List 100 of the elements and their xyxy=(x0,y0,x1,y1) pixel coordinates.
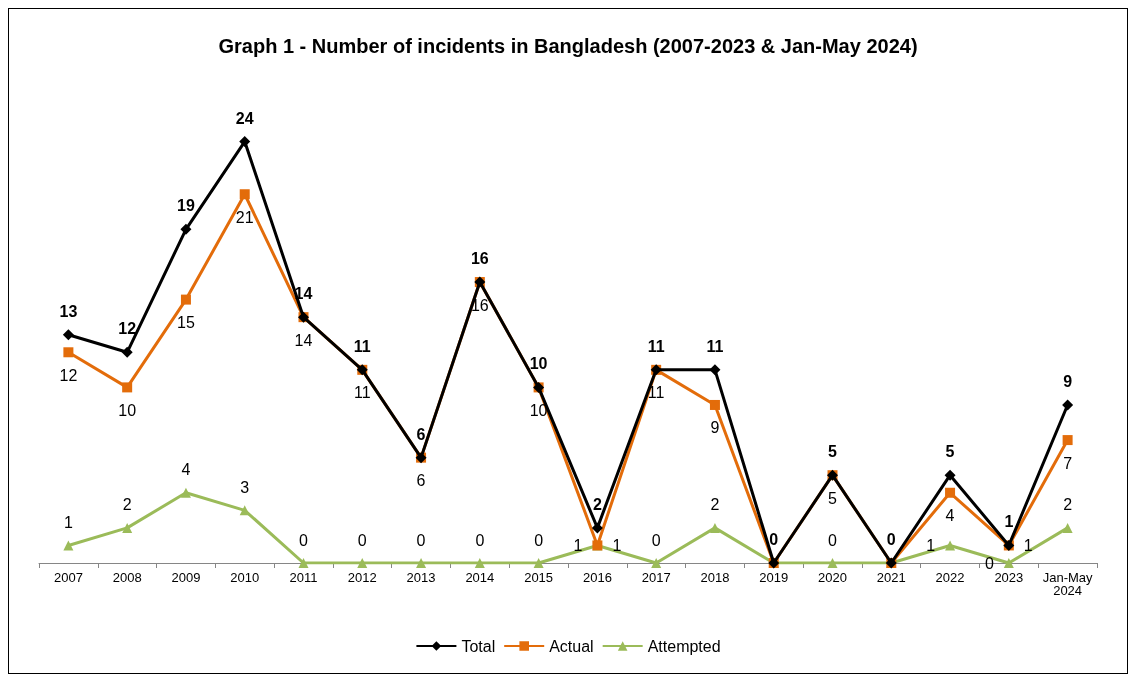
data-label: 1 xyxy=(1023,536,1033,554)
point xyxy=(239,189,250,200)
point xyxy=(298,558,309,568)
data-label: 11 xyxy=(353,337,371,355)
data-label: 11 xyxy=(353,384,371,402)
point xyxy=(122,382,133,393)
point xyxy=(63,347,74,358)
data-label: 0 xyxy=(769,531,779,548)
x-tick-label: 2014 xyxy=(465,570,495,585)
x-tick-label: Jan-May 2024 xyxy=(1042,570,1094,598)
legend-label: Attempted xyxy=(647,637,721,655)
data-label: 2 xyxy=(592,495,602,513)
data-label: 7 xyxy=(1063,454,1073,472)
point xyxy=(180,223,192,235)
data-label: 9 xyxy=(710,419,720,437)
data-label: 13 xyxy=(59,302,78,320)
data-label: 19 xyxy=(177,197,195,215)
data-label: 2 xyxy=(710,496,720,514)
data-label: 10 xyxy=(529,355,548,373)
point xyxy=(945,540,956,551)
data-label: 0 xyxy=(534,531,544,549)
data-label: 5 xyxy=(945,443,955,461)
legend-label: Total xyxy=(461,637,496,655)
point xyxy=(63,540,74,551)
data-label: 12 xyxy=(59,366,78,384)
point xyxy=(239,136,251,148)
x-tick-label: 2016 xyxy=(582,570,612,585)
data-label: 1 xyxy=(612,536,622,554)
data-label: 0 xyxy=(475,531,485,549)
data-label: 4 xyxy=(945,507,955,525)
point xyxy=(827,558,838,568)
point xyxy=(122,522,133,533)
data-label: 21 xyxy=(235,208,254,226)
data-label: 0 xyxy=(299,531,309,549)
point xyxy=(533,558,544,568)
data-label: 16 xyxy=(470,250,489,268)
x-tick-label: 2022 xyxy=(935,570,965,585)
x-tick-label: 2017 xyxy=(641,570,671,585)
data-label: 6 xyxy=(416,472,426,490)
point xyxy=(1062,435,1073,446)
data-label: 0 xyxy=(651,531,661,549)
point xyxy=(1062,522,1073,533)
data-label: 1 xyxy=(63,513,73,531)
data-label: 24 xyxy=(235,109,254,127)
data-label: 0 xyxy=(984,554,994,572)
chart-title: Graph 1 - Number of incidents in Bangladesh (2007-2023 & Jan-May 2024) xyxy=(218,35,918,57)
data-label: 14 xyxy=(294,331,313,349)
data-label: 12 xyxy=(118,320,137,338)
legend-label: Actual xyxy=(549,637,594,655)
data-label: 10 xyxy=(529,401,548,419)
point xyxy=(591,522,603,534)
data-label: 1 xyxy=(926,536,936,554)
x-tick-label: 2013 xyxy=(406,570,436,585)
data-label: 6 xyxy=(416,425,426,443)
x-tick-label: 2012 xyxy=(347,570,377,585)
point xyxy=(709,364,721,376)
data-label: 4 xyxy=(181,461,191,479)
point xyxy=(474,558,485,568)
data-label: 5 xyxy=(828,489,838,507)
point xyxy=(945,487,956,498)
point xyxy=(944,469,956,481)
x-tick-label: 2018 xyxy=(700,570,730,585)
x-tick-label: 2009 xyxy=(171,570,201,585)
x-tick-label: 2021 xyxy=(876,570,906,585)
point xyxy=(1062,399,1074,411)
point xyxy=(357,558,368,568)
data-label: 2 xyxy=(1063,496,1073,514)
x-tick-label: 2020 xyxy=(818,570,847,585)
data-label: 1 xyxy=(1004,513,1014,531)
point xyxy=(709,522,720,533)
x-tick-label: 2010 xyxy=(230,570,260,585)
x-tick-label: 2011 xyxy=(289,570,318,585)
point xyxy=(239,505,250,516)
data-label: 10 xyxy=(118,401,137,419)
data-label: 5 xyxy=(828,443,838,461)
x-tick-label: 2015 xyxy=(524,570,554,585)
data-label: 0 xyxy=(828,531,838,549)
x-tick-label: 2023 xyxy=(994,570,1024,585)
data-label: 15 xyxy=(177,314,195,332)
x-tick-label: 2007 xyxy=(53,570,83,585)
data-label: 0 xyxy=(357,531,367,549)
point xyxy=(416,558,427,568)
point xyxy=(709,399,720,410)
data-label: 1 xyxy=(573,536,583,554)
point xyxy=(121,346,133,358)
point xyxy=(651,558,662,568)
point xyxy=(62,329,74,341)
point xyxy=(1003,558,1014,568)
data-label: 3 xyxy=(240,478,250,496)
x-tick-label: 2008 xyxy=(112,570,142,585)
point xyxy=(180,294,191,305)
x-tick-label: 2019 xyxy=(759,570,789,585)
data-label: 0 xyxy=(416,531,426,549)
point xyxy=(180,487,191,498)
data-label: 11 xyxy=(706,337,724,355)
data-label: 11 xyxy=(647,384,665,402)
data-label: 0 xyxy=(886,531,896,548)
data-label: 2 xyxy=(122,496,132,514)
data-label: 9 xyxy=(1063,372,1073,390)
data-label: 11 xyxy=(647,337,665,355)
